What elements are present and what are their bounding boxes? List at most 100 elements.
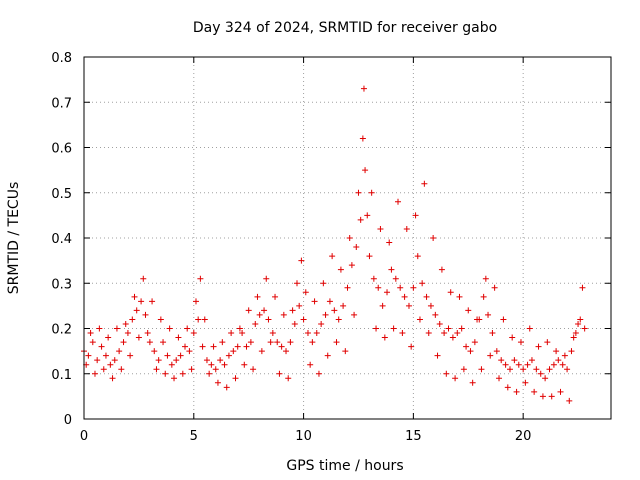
data-point	[366, 253, 373, 260]
data-point	[155, 357, 162, 364]
data-point	[496, 375, 503, 382]
data-point	[138, 298, 145, 305]
data-point	[201, 316, 208, 323]
y-tick-label: 0.6	[51, 142, 72, 157]
data-point	[533, 366, 540, 373]
data-point	[346, 235, 353, 241]
x-axis-ticks: 0 5 10 15 20	[80, 57, 531, 444]
data-point	[322, 311, 329, 318]
data-point	[245, 307, 252, 314]
data-point	[559, 361, 566, 368]
data-point	[395, 198, 402, 205]
data-point	[524, 361, 531, 368]
data-point	[434, 352, 441, 359]
data-point	[175, 334, 182, 341]
data-point	[542, 375, 549, 382]
data-point	[548, 393, 555, 400]
data-point	[375, 284, 382, 291]
y-tick-label: 0.8	[51, 51, 72, 66]
data-point	[377, 225, 384, 232]
data-point	[146, 339, 153, 346]
data-point	[528, 357, 535, 364]
data-point	[210, 343, 217, 350]
x-tick-label: 0	[80, 429, 88, 444]
data-point	[243, 343, 250, 350]
data-point	[348, 262, 355, 269]
data-point	[381, 334, 388, 341]
data-point	[96, 325, 103, 332]
data-point	[467, 348, 474, 355]
data-point	[324, 352, 331, 359]
data-point	[436, 320, 443, 327]
data-point	[550, 361, 557, 368]
data-point	[223, 384, 230, 391]
data-point	[109, 375, 116, 382]
data-point	[430, 235, 437, 241]
data-point	[353, 244, 360, 251]
data-point	[318, 320, 325, 327]
data-point	[388, 266, 395, 273]
y-axis-ticks: 0 0.1 0.2 0.3 0.4 0.5 0.6 0.7 0.8	[51, 51, 611, 428]
data-point	[555, 357, 562, 364]
data-point	[526, 325, 533, 332]
data-point	[311, 298, 318, 305]
data-point	[335, 316, 342, 323]
data-point	[307, 361, 314, 368]
data-point	[500, 316, 507, 323]
data-point	[122, 320, 129, 327]
data-point	[102, 352, 109, 359]
data-point	[537, 370, 544, 377]
y-axis-label: SRMTID / TECUs	[6, 182, 22, 295]
data-point	[449, 334, 456, 341]
data-point	[168, 361, 175, 368]
data-point	[531, 388, 538, 395]
data-point	[157, 316, 164, 323]
data-point	[98, 343, 105, 350]
data-point	[135, 334, 142, 341]
data-point	[291, 320, 298, 327]
data-point	[447, 289, 454, 296]
data-point	[511, 357, 518, 364]
data-point	[228, 330, 235, 337]
data-point	[362, 167, 369, 174]
data-point	[124, 330, 131, 337]
data-point	[184, 325, 191, 332]
data-point	[214, 379, 221, 386]
data-point	[357, 216, 364, 223]
data-points	[81, 85, 588, 404]
data-point	[443, 370, 450, 377]
data-point	[320, 280, 327, 287]
data-point	[403, 225, 410, 232]
data-point	[423, 293, 430, 300]
data-point	[482, 275, 489, 282]
data-point	[515, 361, 522, 368]
data-point	[278, 343, 285, 350]
data-point	[419, 280, 426, 287]
data-point	[131, 293, 138, 300]
data-point	[177, 352, 184, 359]
data-point	[221, 361, 228, 368]
y-tick-label: 0.7	[51, 96, 72, 111]
y-tick-label: 0.1	[51, 368, 72, 383]
data-point	[206, 370, 213, 377]
data-point	[458, 325, 465, 332]
data-point	[421, 180, 428, 187]
data-point	[438, 266, 445, 273]
data-point	[274, 339, 281, 346]
data-point	[489, 330, 496, 337]
data-point	[412, 212, 419, 219]
data-point	[546, 366, 553, 373]
data-point	[164, 352, 171, 359]
data-point	[258, 348, 265, 355]
data-point	[219, 339, 226, 346]
data-point	[397, 284, 404, 291]
y-tick-label: 0.4	[51, 232, 72, 247]
data-point	[577, 316, 584, 323]
data-point	[217, 357, 224, 364]
data-point	[89, 339, 96, 346]
data-point	[329, 253, 336, 260]
data-point	[498, 357, 505, 364]
data-point	[504, 384, 511, 391]
data-point	[107, 361, 114, 368]
